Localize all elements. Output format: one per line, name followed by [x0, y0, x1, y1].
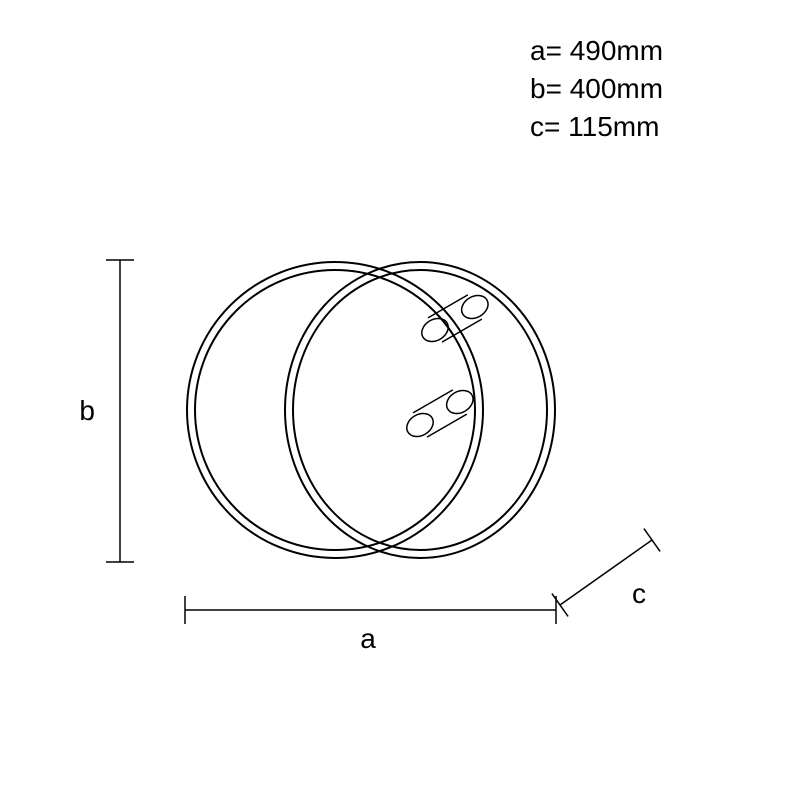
- dim-tick-c-2: [644, 529, 660, 552]
- legend-line-a: a= 490mm: [530, 35, 663, 66]
- dim-label-b: b: [79, 395, 95, 426]
- dim-tick-c-1: [552, 594, 568, 617]
- legend-line-b: b= 400mm: [530, 73, 663, 104]
- ring-right-inner: [293, 270, 547, 550]
- legend-line-c: c= 115mm: [530, 111, 659, 142]
- ring-right-outer: [285, 262, 555, 558]
- dim-label-c: c: [632, 578, 646, 609]
- dim-label-a: a: [360, 623, 376, 654]
- ring-left-inner: [195, 270, 475, 550]
- peg-bottom: [403, 386, 478, 441]
